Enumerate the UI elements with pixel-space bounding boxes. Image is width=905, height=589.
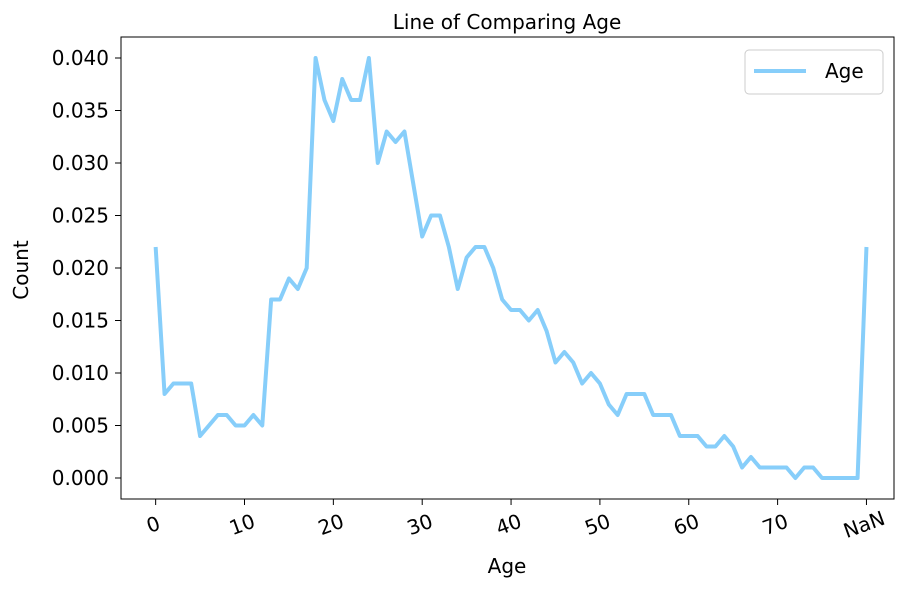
y-axis-label: Count [9, 240, 33, 300]
y-tick-label: 0.035 [52, 99, 109, 123]
series-line-age [153, 56, 869, 480]
y-tick-label: 0.040 [52, 46, 109, 70]
legend: Age [744, 49, 884, 95]
series-layer [153, 56, 869, 480]
x-tick-label: 0 [143, 511, 163, 538]
x-tick-label: 60 [670, 509, 702, 540]
plot-border [120, 36, 895, 500]
y-tick-label: 0.010 [52, 361, 109, 385]
x-tick-label: 50 [581, 509, 613, 540]
x-axis-label: Age [488, 554, 527, 578]
y-tick-label: 0.025 [52, 204, 109, 228]
legend-label: Age [825, 59, 864, 83]
y-axis: 0.000 0.005 0.010 0.015 0.020 0.025 0.030 0.035… [52, 46, 121, 490]
legend-box [744, 49, 884, 95]
y-tick-label: 0.015 [52, 309, 109, 333]
x-tick-label: 10 [226, 509, 258, 540]
plot-area [120, 36, 895, 500]
x-axis: 0 10 20 30 40 50 60 70 NaN [143, 499, 888, 543]
chart-title: Line of Comparing Age [393, 10, 622, 34]
y-tick-label: 0.020 [52, 256, 109, 280]
x-tick-label: NaN [840, 506, 888, 543]
y-tick-label: 0.030 [52, 151, 109, 175]
x-tick-label: 20 [315, 509, 347, 540]
x-tick-label: 30 [404, 509, 436, 540]
x-tick-label: 40 [493, 509, 525, 540]
x-tick-label: 70 [759, 509, 791, 540]
y-tick-label: 0.000 [52, 466, 109, 490]
y-tick-label: 0.005 [52, 414, 109, 438]
